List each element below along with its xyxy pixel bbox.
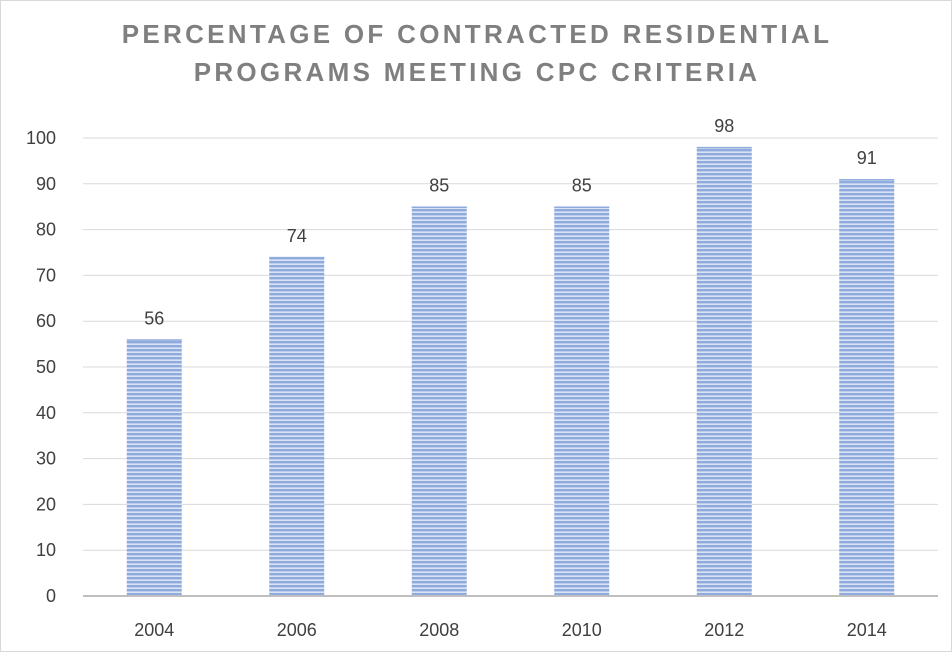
bar xyxy=(839,179,895,596)
y-tick-label: 70 xyxy=(36,265,56,285)
x-tick-label: 2008 xyxy=(419,620,459,640)
bar xyxy=(411,206,467,596)
y-tick-label: 10 xyxy=(36,540,56,560)
y-tick-label: 90 xyxy=(36,174,56,194)
data-label: 85 xyxy=(429,176,449,196)
y-tick-label: 50 xyxy=(36,357,56,377)
data-label: 85 xyxy=(572,176,592,196)
labels: 0 10 20 30 40 50 60 70 80 90 100 56 2004 74 2006 85 2008… xyxy=(26,116,887,640)
gridlines xyxy=(83,137,938,551)
bar xyxy=(126,339,182,596)
chart-title: PERCENTAGE OF CONTRACTED RESIDENTIAL PRO… xyxy=(1,15,952,91)
data-label: 56 xyxy=(144,309,164,329)
data-label: 91 xyxy=(857,148,877,168)
bars xyxy=(126,146,895,596)
x-tick-label: 2014 xyxy=(847,620,887,640)
bar xyxy=(269,257,325,596)
y-tick-label: 100 xyxy=(26,128,56,148)
x-tick-label: 2010 xyxy=(562,620,602,640)
chart-title-line-2: PROGRAMS MEETING CPC CRITERIA xyxy=(193,57,761,87)
bar xyxy=(696,147,752,596)
y-tick-label: 20 xyxy=(36,494,56,514)
y-tick-label: 60 xyxy=(36,311,56,331)
data-label: 98 xyxy=(714,116,734,136)
y-tick-label: 0 xyxy=(46,586,56,606)
bar xyxy=(554,206,610,596)
y-tick-label: 30 xyxy=(36,449,56,469)
y-tick-label: 40 xyxy=(36,403,56,423)
data-label: 74 xyxy=(287,226,307,246)
x-tick-label: 2012 xyxy=(704,620,744,640)
chart-title-line-1: PERCENTAGE OF CONTRACTED RESIDENTIAL xyxy=(121,19,833,49)
x-tick-label: 2006 xyxy=(277,620,317,640)
y-tick-label: 80 xyxy=(36,220,56,240)
x-tick-label: 2004 xyxy=(134,620,174,640)
